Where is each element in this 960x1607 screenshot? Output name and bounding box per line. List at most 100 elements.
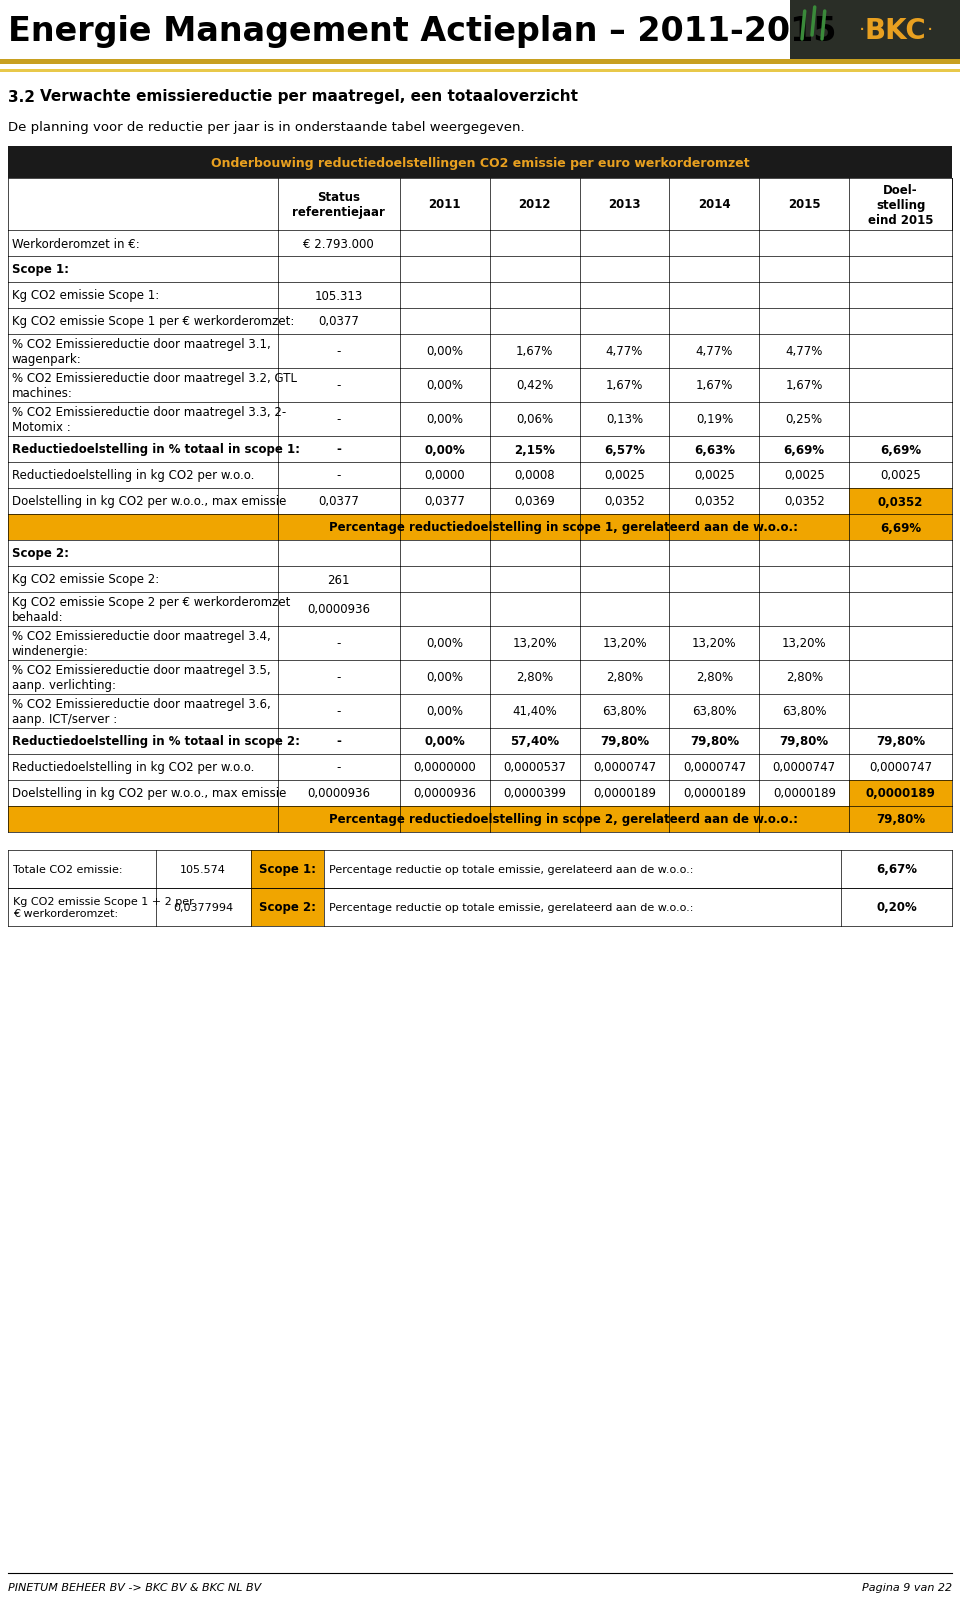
Text: 2011: 2011 xyxy=(428,198,461,212)
Text: % CO2 Emissiereductie door maatregel 3.1,
wagenpark:: % CO2 Emissiereductie door maatregel 3.1… xyxy=(12,337,271,366)
Text: 0,0000747: 0,0000747 xyxy=(683,762,746,775)
Text: % CO2 Emissiereductie door maatregel 3.5,
aanp. verlichting:: % CO2 Emissiereductie door maatregel 3.5… xyxy=(12,664,271,691)
Text: 0,0352: 0,0352 xyxy=(878,495,924,508)
Bar xyxy=(850,781,952,807)
Text: 0,00%: 0,00% xyxy=(426,413,463,426)
Text: Scope 2:: Scope 2: xyxy=(259,902,316,914)
Bar xyxy=(8,755,952,781)
Text: 1,67%: 1,67% xyxy=(516,346,553,358)
Bar xyxy=(8,660,952,694)
Bar xyxy=(8,231,952,257)
Text: 79,80%: 79,80% xyxy=(600,734,649,747)
Text: 4,77%: 4,77% xyxy=(696,346,733,358)
Text: 79,80%: 79,80% xyxy=(876,813,925,826)
Text: 2,80%: 2,80% xyxy=(516,672,553,685)
Text: 79,80%: 79,80% xyxy=(780,734,828,747)
Text: -: - xyxy=(337,636,341,651)
Text: 63,80%: 63,80% xyxy=(692,705,736,718)
Text: Energie Management Actieplan – 2011-2015: Energie Management Actieplan – 2011-2015 xyxy=(8,14,836,48)
Bar xyxy=(8,489,952,514)
Text: 79,80%: 79,80% xyxy=(876,734,925,747)
Text: 2015: 2015 xyxy=(788,198,821,212)
Text: 0,0369: 0,0369 xyxy=(515,495,555,508)
Text: 105.313: 105.313 xyxy=(315,289,363,302)
Bar xyxy=(8,334,952,368)
Bar xyxy=(8,514,952,540)
Text: € 2.793.000: € 2.793.000 xyxy=(303,238,374,251)
Bar xyxy=(8,593,952,627)
Bar xyxy=(8,437,952,463)
Text: Reductiedoelstelling in kg CO2 per w.o.o.: Reductiedoelstelling in kg CO2 per w.o.o… xyxy=(12,762,254,775)
Text: 0,0377: 0,0377 xyxy=(319,315,359,328)
Text: 0,00%: 0,00% xyxy=(426,636,463,651)
Text: 2,80%: 2,80% xyxy=(696,672,732,685)
Text: 6,63%: 6,63% xyxy=(694,444,735,456)
Bar xyxy=(8,368,952,403)
Text: Percentage reductie op totale emissie, gerelateerd aan de w.o.o.:: Percentage reductie op totale emissie, g… xyxy=(329,865,694,874)
Text: 0,0000936: 0,0000936 xyxy=(413,787,476,800)
Bar xyxy=(8,728,952,755)
Text: 105.574: 105.574 xyxy=(180,865,226,874)
Text: 0,20%: 0,20% xyxy=(876,902,917,914)
Text: 0,0000936: 0,0000936 xyxy=(307,603,371,615)
Text: PINETUM BEHEER BV -> BKC BV & BKC NL BV: PINETUM BEHEER BV -> BKC BV & BKC NL BV xyxy=(8,1581,261,1593)
Text: -: - xyxy=(337,469,341,482)
Text: 0,19%: 0,19% xyxy=(696,413,733,426)
Text: Scope 2:: Scope 2: xyxy=(12,546,69,561)
Text: Kg CO2 emissie Scope 1:: Kg CO2 emissie Scope 1: xyxy=(12,289,159,302)
Text: Totale CO2 emissie:: Totale CO2 emissie: xyxy=(13,865,123,874)
Text: BKC: BKC xyxy=(864,18,925,45)
Text: Kg CO2 emissie Scope 1 per € werkorderomzet:: Kg CO2 emissie Scope 1 per € werkorderom… xyxy=(12,315,295,328)
Text: 0,42%: 0,42% xyxy=(516,379,553,392)
Text: 0,0000747: 0,0000747 xyxy=(593,762,656,775)
Text: 0,0352: 0,0352 xyxy=(784,495,825,508)
Text: 4,77%: 4,77% xyxy=(785,346,823,358)
Text: 0,0000189: 0,0000189 xyxy=(773,787,836,800)
Bar xyxy=(8,850,952,889)
Bar xyxy=(8,463,952,489)
Text: Kg CO2 emissie Scope 2:: Kg CO2 emissie Scope 2: xyxy=(12,574,159,587)
Text: 1,67%: 1,67% xyxy=(606,379,643,392)
Text: % CO2 Emissiereductie door maatregel 3.3, 2-
Motomix :: % CO2 Emissiereductie door maatregel 3.3… xyxy=(12,405,286,434)
Bar xyxy=(8,178,952,231)
Text: 261: 261 xyxy=(327,574,350,587)
Text: -: - xyxy=(337,346,341,358)
Text: Percentage reductiedoelstelling in scope 1, gerelateerd aan de w.o.o.:: Percentage reductiedoelstelling in scope… xyxy=(329,521,798,534)
Text: 2,80%: 2,80% xyxy=(606,672,643,685)
Text: -: - xyxy=(336,734,341,747)
Bar xyxy=(8,694,952,728)
Bar xyxy=(8,283,952,309)
Text: 2,15%: 2,15% xyxy=(515,444,555,456)
Text: 0,0377994: 0,0377994 xyxy=(173,903,233,913)
Text: 0,00%: 0,00% xyxy=(424,734,465,747)
Text: 2012: 2012 xyxy=(518,198,551,212)
Text: 13,20%: 13,20% xyxy=(692,636,736,651)
Text: 0,00%: 0,00% xyxy=(426,672,463,685)
Bar xyxy=(8,807,952,832)
Text: 1,67%: 1,67% xyxy=(785,379,823,392)
Text: 0,0377: 0,0377 xyxy=(424,495,465,508)
Text: Doel-
stelling
eind 2015: Doel- stelling eind 2015 xyxy=(868,183,933,227)
Text: Status
referentiejaar: Status referentiejaar xyxy=(292,191,385,219)
Text: 0,00%: 0,00% xyxy=(426,379,463,392)
Text: Reductiedoelstelling in kg CO2 per w.o.o.: Reductiedoelstelling in kg CO2 per w.o.o… xyxy=(12,469,254,482)
Text: 3.2: 3.2 xyxy=(8,90,35,104)
Text: 13,20%: 13,20% xyxy=(513,636,557,651)
Text: 57,40%: 57,40% xyxy=(510,734,559,747)
Text: 0,00%: 0,00% xyxy=(426,346,463,358)
Text: De planning voor de reductie per jaar is in onderstaande tabel weergegeven.: De planning voor de reductie per jaar is… xyxy=(8,121,524,133)
Bar xyxy=(8,889,952,926)
Text: Kg CO2 emissie Scope 2 per € werkorderomzet
behaald:: Kg CO2 emissie Scope 2 per € werkorderom… xyxy=(12,596,290,624)
Text: 0,0000189: 0,0000189 xyxy=(593,787,656,800)
Text: Percentage reductiedoelstelling in scope 2, gerelateerd aan de w.o.o.:: Percentage reductiedoelstelling in scope… xyxy=(329,813,798,826)
Text: Reductiedoelstelling in % totaal in scope 2:: Reductiedoelstelling in % totaal in scop… xyxy=(12,734,300,747)
Text: 0,0008: 0,0008 xyxy=(515,469,555,482)
Text: 13,20%: 13,20% xyxy=(782,636,827,651)
Text: 1,67%: 1,67% xyxy=(696,379,733,392)
Text: 0,0000537: 0,0000537 xyxy=(503,762,566,775)
Text: Onderbouwing reductiedoelstellingen CO2 emissie per euro werkorderomzet: Onderbouwing reductiedoelstellingen CO2 … xyxy=(210,156,750,169)
Text: 0,00%: 0,00% xyxy=(424,444,465,456)
Text: ·: · xyxy=(926,21,933,40)
Text: -: - xyxy=(337,705,341,718)
Text: 0,0000000: 0,0000000 xyxy=(414,762,476,775)
